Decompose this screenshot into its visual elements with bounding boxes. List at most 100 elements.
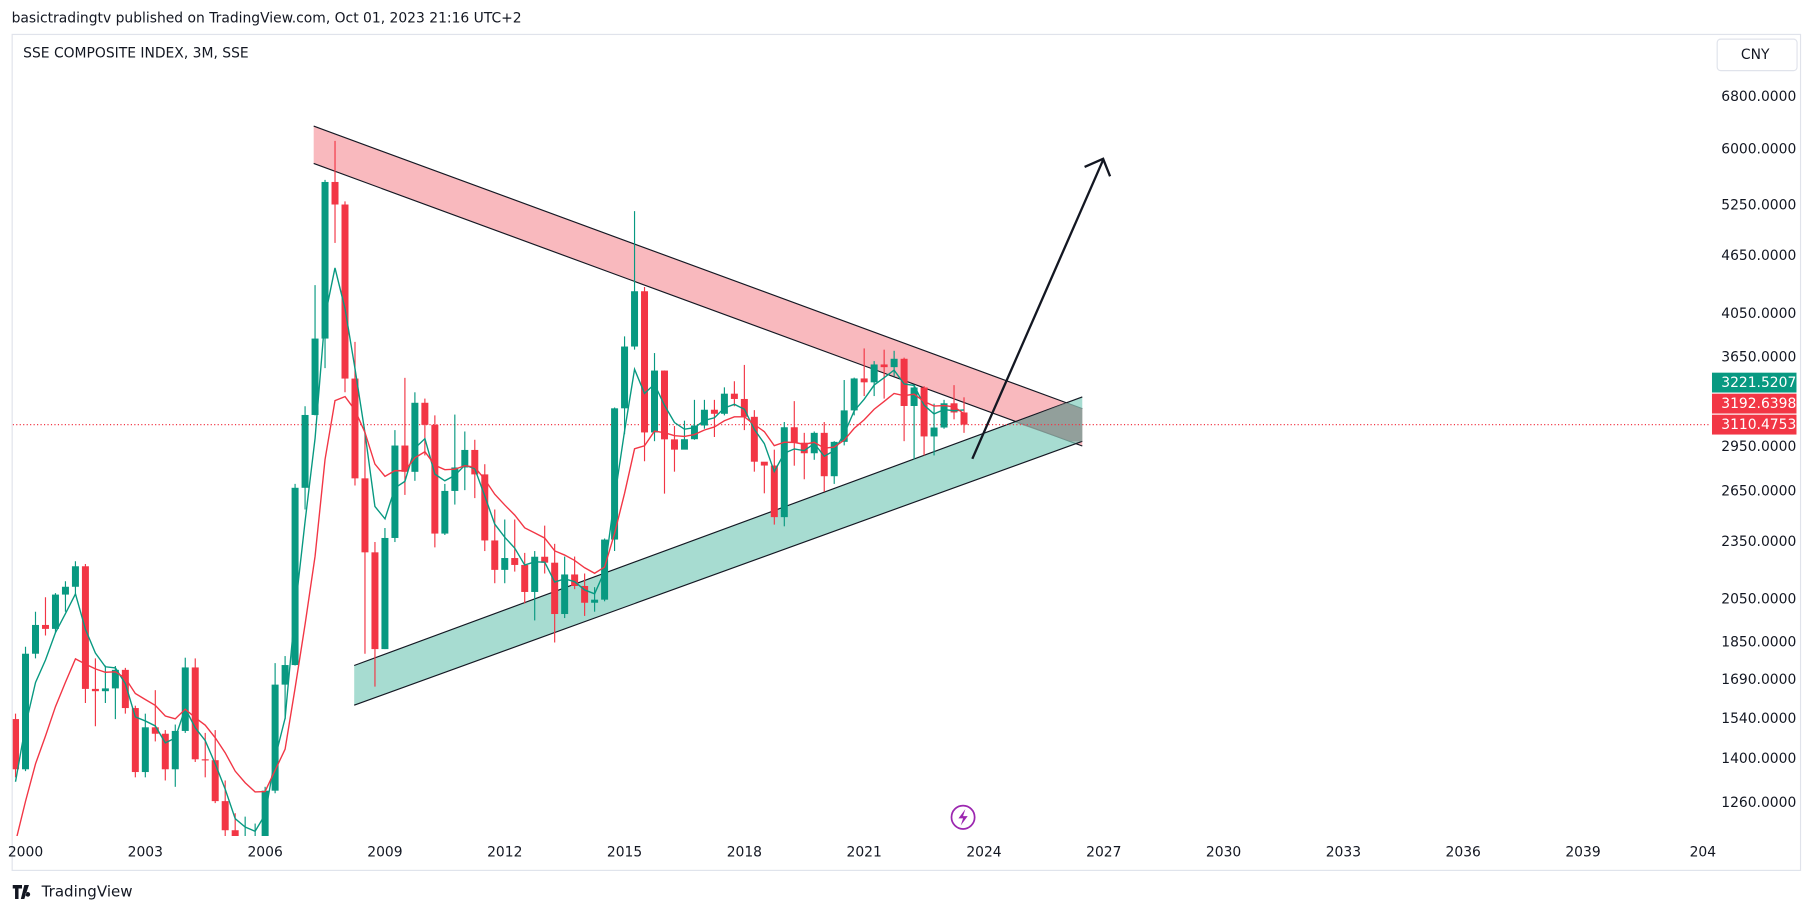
price-label-box <box>1711 393 1797 414</box>
candle-body <box>920 387 928 437</box>
candle-body <box>41 624 49 629</box>
y-tick-label: 2350.0000 <box>1721 534 1796 550</box>
support-band <box>354 396 1083 706</box>
candle-body <box>421 402 429 425</box>
candle-body <box>960 412 968 425</box>
candle-body <box>371 552 379 650</box>
candle-body <box>820 432 828 477</box>
candle-body <box>780 427 788 518</box>
candle-body <box>800 442 808 454</box>
candle-body <box>501 558 509 570</box>
candle-body <box>930 427 938 437</box>
candle-body <box>890 358 898 368</box>
chart-title: SSE COMPOSITE INDEX, 3M, SSE <box>23 46 249 62</box>
x-tick-label: 2021 <box>847 844 882 860</box>
candle-body <box>621 346 629 409</box>
candle-body <box>431 424 439 534</box>
y-tick-label: 1400.0000 <box>1721 751 1796 767</box>
candle-body <box>351 378 359 479</box>
chart-frame <box>11 33 1802 871</box>
icon-bolt[interactable] <box>958 809 968 826</box>
candle-body <box>790 427 798 443</box>
band-overlap <box>1015 402 1083 442</box>
candle-body <box>491 540 499 570</box>
candle-body <box>211 760 219 802</box>
candle-body <box>840 410 848 442</box>
candle-body <box>391 445 399 538</box>
candle-body <box>381 537 389 650</box>
x-tick-label: 2018 <box>727 844 762 860</box>
x-tick-label: 2000 <box>8 844 43 860</box>
candle-body <box>710 409 718 414</box>
candle-body <box>551 562 559 615</box>
y-tick-label: 4050.0000 <box>1721 306 1796 322</box>
candle-body <box>191 667 199 760</box>
footer-logo: TradingView <box>12 882 133 901</box>
candle-body <box>161 733 169 770</box>
candle-body <box>341 204 349 379</box>
price-label: 3192.6398 <box>1721 396 1796 412</box>
ma-line <box>16 392 965 836</box>
candle-body <box>281 665 289 685</box>
candle-body <box>850 378 858 411</box>
x-tick-label: 2006 <box>247 844 282 860</box>
currency-label[interactable]: CNY <box>1741 47 1770 63</box>
y-tick-label: 1850.0000 <box>1721 634 1796 650</box>
candle-body <box>521 564 529 592</box>
candle-body <box>830 441 838 477</box>
candle-body <box>291 487 299 666</box>
candle-body <box>591 599 599 603</box>
y-tick-label: 1540.0000 <box>1721 711 1796 727</box>
price-label: 3110.4753 <box>1721 417 1796 433</box>
candle-body <box>700 409 708 426</box>
y-tick-label: 2650.0000 <box>1721 484 1796 500</box>
candle-body <box>541 556 549 563</box>
candle-body <box>690 425 698 440</box>
candle-body <box>71 566 79 587</box>
candle-body <box>651 370 659 433</box>
candle-body <box>641 291 649 433</box>
candle-body <box>720 393 728 414</box>
candle-body <box>571 574 579 586</box>
candle-body <box>271 684 279 791</box>
candle-body <box>511 558 519 565</box>
candle-body <box>870 364 878 383</box>
candle-body <box>361 478 369 553</box>
x-tick-label: 2039 <box>1565 844 1600 860</box>
drawings <box>313 125 1083 706</box>
y-tick-label: 1690.0000 <box>1721 672 1796 688</box>
candle-body <box>750 416 758 462</box>
y-tick-label: 6000.0000 <box>1721 141 1796 157</box>
candle-body <box>311 338 319 415</box>
currency-button[interactable] <box>1716 38 1798 72</box>
candle-body <box>581 585 589 603</box>
candle-body <box>231 830 239 836</box>
x-tick-label: 2033 <box>1326 844 1361 860</box>
x-tick-label: 204 <box>1690 844 1717 860</box>
candle-body <box>461 449 469 468</box>
x-tick-label: 2027 <box>1086 844 1121 860</box>
candle-body <box>301 414 309 488</box>
arrow-head <box>1084 157 1112 177</box>
candle-body <box>411 402 419 472</box>
candle-body <box>201 759 209 761</box>
x-tick-label: 2024 <box>966 844 1001 860</box>
candle-body <box>860 378 868 383</box>
ma-line <box>14 267 965 833</box>
candle-body <box>111 669 119 689</box>
candle-body <box>940 403 948 428</box>
y-tick-label: 4650.0000 <box>1721 248 1796 264</box>
candle-body <box>22 653 30 770</box>
lightning-icon[interactable] <box>950 804 976 830</box>
candle-body <box>910 387 918 406</box>
x-tick-label: 2003 <box>128 844 163 860</box>
x-tick-label: 2009 <box>367 844 402 860</box>
candle-body <box>730 393 738 399</box>
resistance-top <box>313 125 1083 410</box>
candle-body <box>32 624 39 654</box>
support-bottom <box>354 440 1083 706</box>
candle-body <box>101 688 109 692</box>
candle-body <box>760 461 768 466</box>
x-tick-label: 2036 <box>1446 844 1481 860</box>
